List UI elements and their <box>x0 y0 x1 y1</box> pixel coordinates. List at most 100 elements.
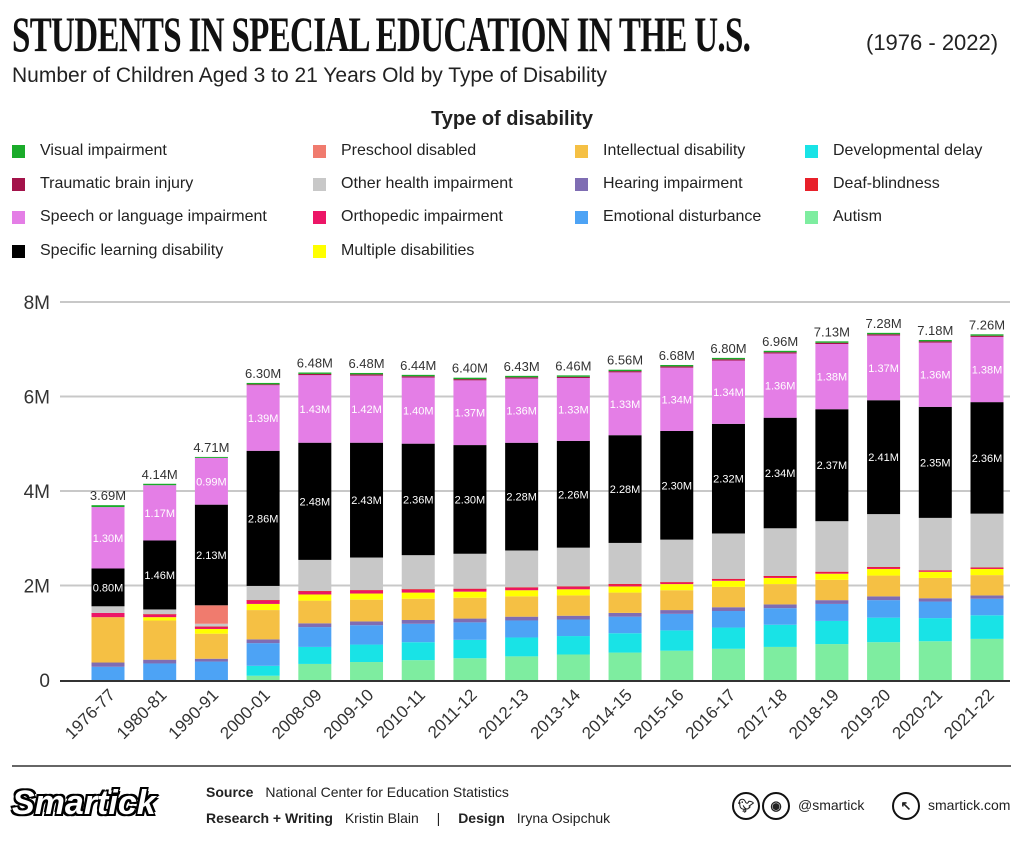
sld-value-label: 2.13M <box>196 550 227 562</box>
legend-swatch <box>12 244 25 258</box>
bar-segment <box>763 577 797 585</box>
legend-swatch <box>313 144 326 158</box>
bar-segment <box>246 450 280 586</box>
bar-segment <box>815 573 849 580</box>
sld-value-label: 2.37M <box>817 460 848 472</box>
bar-segment <box>298 627 332 647</box>
x-tick-label: 2019-20 <box>837 685 895 743</box>
bar-segment <box>660 650 694 680</box>
chart-years: (1976 - 2022) <box>866 30 999 55</box>
bar-segment <box>556 375 590 377</box>
bar-segment <box>763 417 797 529</box>
bar-segment <box>608 369 642 372</box>
design-label: Design <box>458 810 505 826</box>
bar-segment <box>763 624 797 647</box>
bar-segment <box>350 621 384 626</box>
bar-segment <box>556 586 590 588</box>
bar-segment <box>143 620 177 660</box>
bar-segment <box>505 378 539 443</box>
total-label: 6.56M <box>607 353 643 368</box>
total-label: 7.26M <box>969 317 1005 332</box>
social-handle[interactable]: @smartick <box>798 797 865 813</box>
bar-segment <box>608 592 642 613</box>
legend-item: Speech or language impairment <box>12 207 267 227</box>
bar-segment <box>660 430 694 540</box>
bar-segment <box>91 617 125 663</box>
bar-segment <box>556 619 590 637</box>
bar-segment <box>143 540 177 610</box>
bar-segment <box>970 598 1004 616</box>
bar-segment <box>556 547 590 587</box>
credits-line: Research + Writing Kristin Blain | Desig… <box>206 810 610 826</box>
bar-segment <box>711 627 745 649</box>
bar-segment <box>918 406 952 518</box>
bar-segment <box>660 364 694 367</box>
legend-item: Orthopedic impairment <box>313 207 503 227</box>
bar-segment <box>763 604 797 609</box>
bar-segment <box>660 630 694 651</box>
total-label: 7.13M <box>814 324 850 339</box>
bar-segment <box>401 598 435 620</box>
bar-segment <box>194 457 228 505</box>
bar-segment <box>815 571 849 573</box>
bar-segment <box>815 603 849 621</box>
bar-segment <box>660 539 694 583</box>
bar-segment <box>298 591 332 592</box>
legend-label: Preschool disabled <box>341 142 477 159</box>
bar-segment <box>453 588 487 592</box>
total-label: 7.18M <box>917 323 953 338</box>
legend-label: Traumatic brain injury <box>40 175 194 192</box>
bar-segment <box>350 590 384 594</box>
bar-segment <box>298 375 332 443</box>
bar-segment <box>970 638 1004 680</box>
sld-value-label: 2.48M <box>300 496 331 508</box>
bar-segment <box>401 376 435 378</box>
legend-swatch <box>575 210 588 224</box>
instagram-icon[interactable]: ◉ <box>762 792 790 820</box>
bar-segment <box>867 596 901 601</box>
total-label: 6.80M <box>710 341 746 356</box>
bar-segment <box>143 483 177 486</box>
bar-segment <box>608 612 642 617</box>
bar-segment <box>918 339 952 342</box>
bar-segment <box>91 507 125 569</box>
legend-item: Visual impairment <box>12 141 167 161</box>
bar-segment <box>91 606 125 613</box>
total-label: 6.30M <box>245 366 281 381</box>
bar-segment <box>608 372 642 436</box>
bar-segment <box>608 616 642 634</box>
bar-segment <box>763 584 797 605</box>
sld-value-label: 2.35M <box>920 457 951 469</box>
bar-segment <box>401 642 435 661</box>
bar-segment <box>556 654 590 680</box>
x-tick-label: 2014-15 <box>578 685 636 743</box>
bar-segment <box>246 665 280 676</box>
legend-label: Visual impairment <box>40 142 167 159</box>
stacked-bar-chart: 0 2M 4M 6M 8M 0.80M 1.30M 3.69M 1976-77 1.46M 1.17… <box>24 293 1010 743</box>
legend-swatch <box>12 177 25 191</box>
y-tick-label: 2M <box>24 577 50 598</box>
bar-segment <box>350 644 384 663</box>
legend-swatch <box>313 177 326 191</box>
bar-segment <box>453 445 487 554</box>
total-label: 7.28M <box>866 316 902 331</box>
bar-segment <box>918 571 952 578</box>
bar-segment <box>815 571 849 574</box>
bar-segment <box>608 371 642 373</box>
website-link[interactable]: smartick.com <box>928 797 1011 813</box>
bar-segment <box>970 615 1004 639</box>
speech-value-label: 1.42M <box>351 404 382 416</box>
research-value: Kristin Blain <box>344 810 419 826</box>
bar-segment <box>505 587 539 591</box>
title-wrap: STUDENTS IN SPECIAL EDUCATION IN THE U.S… <box>12 8 1024 60</box>
bar-segment <box>350 590 384 591</box>
total-label: 6.40M <box>452 361 488 376</box>
speech-value-label: 0.99M <box>196 476 227 488</box>
footer-divider <box>12 765 1011 767</box>
x-tick-label: 2016-17 <box>682 685 740 743</box>
speech-value-label: 1.33M <box>610 399 641 411</box>
total-label: 6.48M <box>297 355 333 370</box>
twitter-icon[interactable]: 🐦︎ <box>732 792 760 820</box>
bar-segment <box>453 597 487 619</box>
x-tick-label: 2012-13 <box>475 685 533 743</box>
